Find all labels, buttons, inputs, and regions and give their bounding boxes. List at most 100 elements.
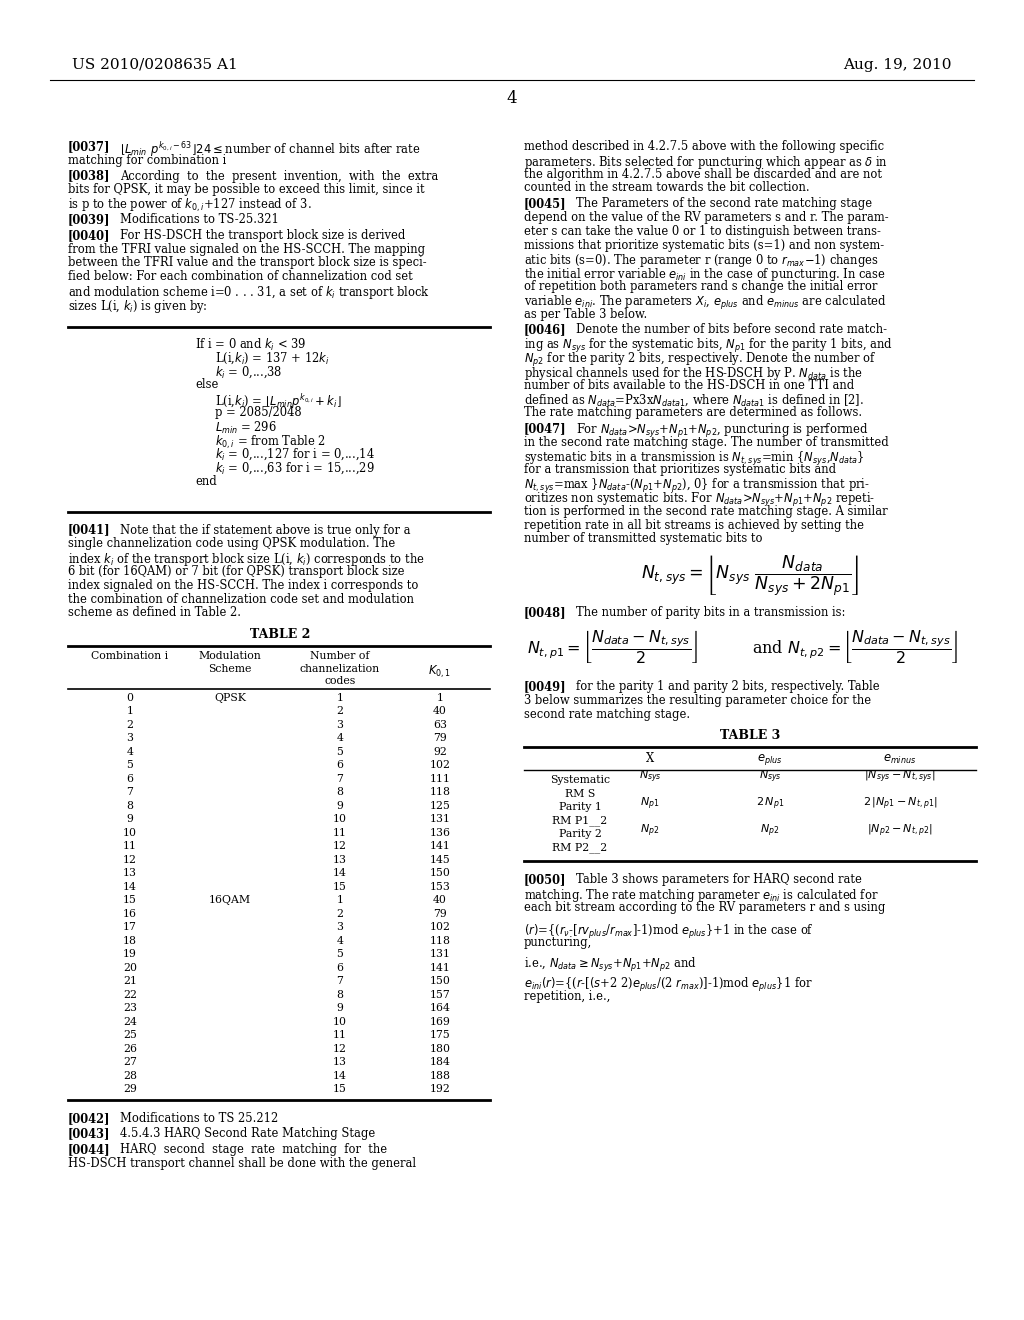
Text: 28: 28 [123,1071,137,1081]
Text: Table 3 shows parameters for HARQ second rate: Table 3 shows parameters for HARQ second… [575,874,862,886]
Text: For HS-DSCH the transport block size is derived: For HS-DSCH the transport block size is … [120,228,406,242]
Text: Aug. 19, 2010: Aug. 19, 2010 [844,58,952,73]
Text: $e_{minus}$: $e_{minus}$ [884,752,916,766]
Text: 19: 19 [123,949,137,960]
Text: the initial error variable $e_{ini}$ in the case of puncturing. In case: the initial error variable $e_{ini}$ in … [524,267,886,284]
Text: 8: 8 [337,990,343,999]
Text: 111: 111 [429,774,451,784]
Text: 180: 180 [429,1044,451,1053]
Text: 141: 141 [429,962,451,973]
Text: 5: 5 [337,747,343,756]
Text: 192: 192 [429,1084,451,1094]
Text: 12: 12 [333,841,347,851]
Text: 153: 153 [429,882,451,892]
Text: $N_{sys}$: $N_{sys}$ [639,768,662,784]
Text: 10: 10 [333,814,347,824]
Text: 3: 3 [337,719,343,730]
Text: 118: 118 [429,787,451,797]
Text: $e_{ini}(r)$={(${r}$-[$(s$+2 2)$e_{plus}$/(2 $r_{max}$)]-1)mod $e_{plus}$}1 for: $e_{ini}(r)$={(${r}$-[$(s$+2 2)$e_{plus}… [524,975,813,994]
Text: scheme as defined in Table 2.: scheme as defined in Table 2. [68,606,241,619]
Text: end: end [195,475,217,487]
Text: parameters. Bits selected for puncturing which appear as $\delta$ in: parameters. Bits selected for puncturing… [524,154,888,170]
Text: number of transmitted systematic bits to: number of transmitted systematic bits to [524,532,763,545]
Text: number of bits available to the HS-DSCH in one TTI and: number of bits available to the HS-DSCH … [524,379,854,392]
Text: For $N_{data}$>$N_{sys}$+$N_{p1}$+$N_{p2}$, puncturing is performed: For $N_{data}$>$N_{sys}$+$N_{p1}$+$N_{p2… [575,422,868,440]
Text: Combination i: Combination i [91,651,169,661]
Text: systematic bits in a transmission is $N_{t,sys}$=min {$N_{sys}$,$N_{data}$}: systematic bits in a transmission is $N_… [524,450,864,467]
Text: 1: 1 [337,895,343,906]
Text: 13: 13 [333,855,347,865]
Text: $N_{p2}$: $N_{p2}$ [760,822,779,838]
Text: fied below: For each combination of channelization cod set: fied below: For each combination of chan… [68,271,413,284]
Text: $N_{p2}$ for the parity 2 bits, respectively. Denote the number of: $N_{p2}$ for the parity 2 bits, respecti… [524,351,877,370]
Text: [0045]: [0045] [524,197,566,210]
Text: [0040]: [0040] [68,228,111,242]
Text: Parity 2: Parity 2 [558,829,601,840]
Text: 13: 13 [333,1057,347,1067]
Text: the combination of channelization code set and modulation: the combination of channelization code s… [68,593,414,606]
Text: 131: 131 [429,949,451,960]
Text: TABLE 2: TABLE 2 [250,628,310,642]
Text: 92: 92 [433,747,446,756]
Text: The rate matching parameters are determined as follows.: The rate matching parameters are determi… [524,407,862,420]
Text: $N_{sys}$: $N_{sys}$ [759,768,781,784]
Text: 11: 11 [333,828,347,838]
Text: 63: 63 [433,719,447,730]
Text: puncturing,: puncturing, [524,936,592,949]
Text: sizes L(i, $k_i$) is given by:: sizes L(i, $k_i$) is given by: [68,298,208,314]
Text: 15: 15 [333,1084,347,1094]
Text: single channelization code using QPSK modulation. The: single channelization code using QPSK mo… [68,537,395,550]
Text: Denote the number of bits before second rate match-: Denote the number of bits before second … [575,323,887,337]
Text: atic bits (s=0). The parameter r (range 0 to $r_{max}$$-$1) changes: atic bits (s=0). The parameter r (range … [524,252,879,269]
Text: $N_{p1}$: $N_{p1}$ [640,795,659,812]
Text: $N_{t,p1} = \left\lfloor \dfrac{N_{data} - N_{t,sys}}{2} \right\rfloor$: $N_{t,p1} = \left\lfloor \dfrac{N_{data}… [526,628,697,665]
Text: 6: 6 [337,760,343,770]
Text: codes: codes [325,676,355,686]
Text: 169: 169 [429,1016,451,1027]
Text: Systematic: Systematic [550,775,610,785]
Text: $N_{p2}$: $N_{p2}$ [640,822,659,838]
Text: 9: 9 [337,1003,343,1014]
Text: each bit stream according to the RV parameters r and s using: each bit stream according to the RV para… [524,900,886,913]
Text: 4: 4 [337,936,343,945]
Text: 2: 2 [337,908,343,919]
Text: HARQ  second  stage  rate  matching  for  the: HARQ second stage rate matching for the [120,1143,387,1156]
Text: [0046]: [0046] [524,323,566,337]
Text: $\lfloor L_{min}\ p^{k_{0,i}-63}\rfloor 24\leq$number of channel bits after rate: $\lfloor L_{min}\ p^{k_{0,i}-63}\rfloor … [120,140,420,158]
Text: 125: 125 [429,801,451,810]
Text: 5: 5 [337,949,343,960]
Text: 13: 13 [123,869,137,878]
Text: [0043]: [0043] [68,1127,111,1140]
Text: Number of: Number of [310,651,370,661]
Text: between the TFRI value and the transport block size is speci-: between the TFRI value and the transport… [68,256,427,269]
Text: $k_i$ = 0,...,38: $k_i$ = 0,...,38 [215,364,283,380]
Text: repetition, i.e.,: repetition, i.e., [524,990,610,1003]
Text: $k_{0,i}$ = from Table 2: $k_{0,i}$ = from Table 2 [215,433,326,450]
Text: 10: 10 [333,1016,347,1027]
Text: 7: 7 [337,774,343,784]
Text: Parity 1: Parity 1 [558,803,601,812]
Text: 150: 150 [429,977,451,986]
Text: 27: 27 [123,1057,137,1067]
Text: index signaled on the HS-SCCH. The index i corresponds to: index signaled on the HS-SCCH. The index… [68,578,419,591]
Text: [0041]: [0041] [68,524,111,537]
Text: 15: 15 [123,895,137,906]
Text: 150: 150 [429,869,451,878]
Text: Modifications to TS 25.212: Modifications to TS 25.212 [120,1111,279,1125]
Text: 26: 26 [123,1044,137,1053]
Text: 21: 21 [123,977,137,986]
Text: 3: 3 [337,923,343,932]
Text: $N_{t,sys}$=max }$N_{data}$-($N_{p1}$+$N_{p2}$), 0} for a transmission that pri-: $N_{t,sys}$=max }$N_{data}$-($N_{p1}$+$N… [524,478,870,495]
Text: and modulation scheme i=0 . . . 31, a set of $k_i$ transport block: and modulation scheme i=0 . . . 31, a se… [68,284,430,301]
Text: 141: 141 [429,841,451,851]
Text: eter s can take the value 0 or 1 to distinguish between trans-: eter s can take the value 0 or 1 to dist… [524,224,881,238]
Text: 6: 6 [127,774,133,784]
Text: 6: 6 [337,962,343,973]
Text: L(i,$k_i$) = 137 + 12$k_i$: L(i,$k_i$) = 137 + 12$k_i$ [215,350,330,366]
Text: repetition rate in all bit streams is achieved by setting the: repetition rate in all bit streams is ac… [524,519,864,532]
Text: $(r)$={(${r_\nu}$-[$rv_{plus}$/$r_{max}$]-1)mod $e_{plus}$}+1 in the case of: $(r)$={(${r_\nu}$-[$rv_{plus}$/$r_{max}$… [524,923,814,941]
Text: [0048]: [0048] [524,606,566,619]
Text: [0037]: [0037] [68,140,111,153]
Text: for a transmission that prioritizes systematic bits and: for a transmission that prioritizes syst… [524,463,837,477]
Text: 79: 79 [433,908,446,919]
